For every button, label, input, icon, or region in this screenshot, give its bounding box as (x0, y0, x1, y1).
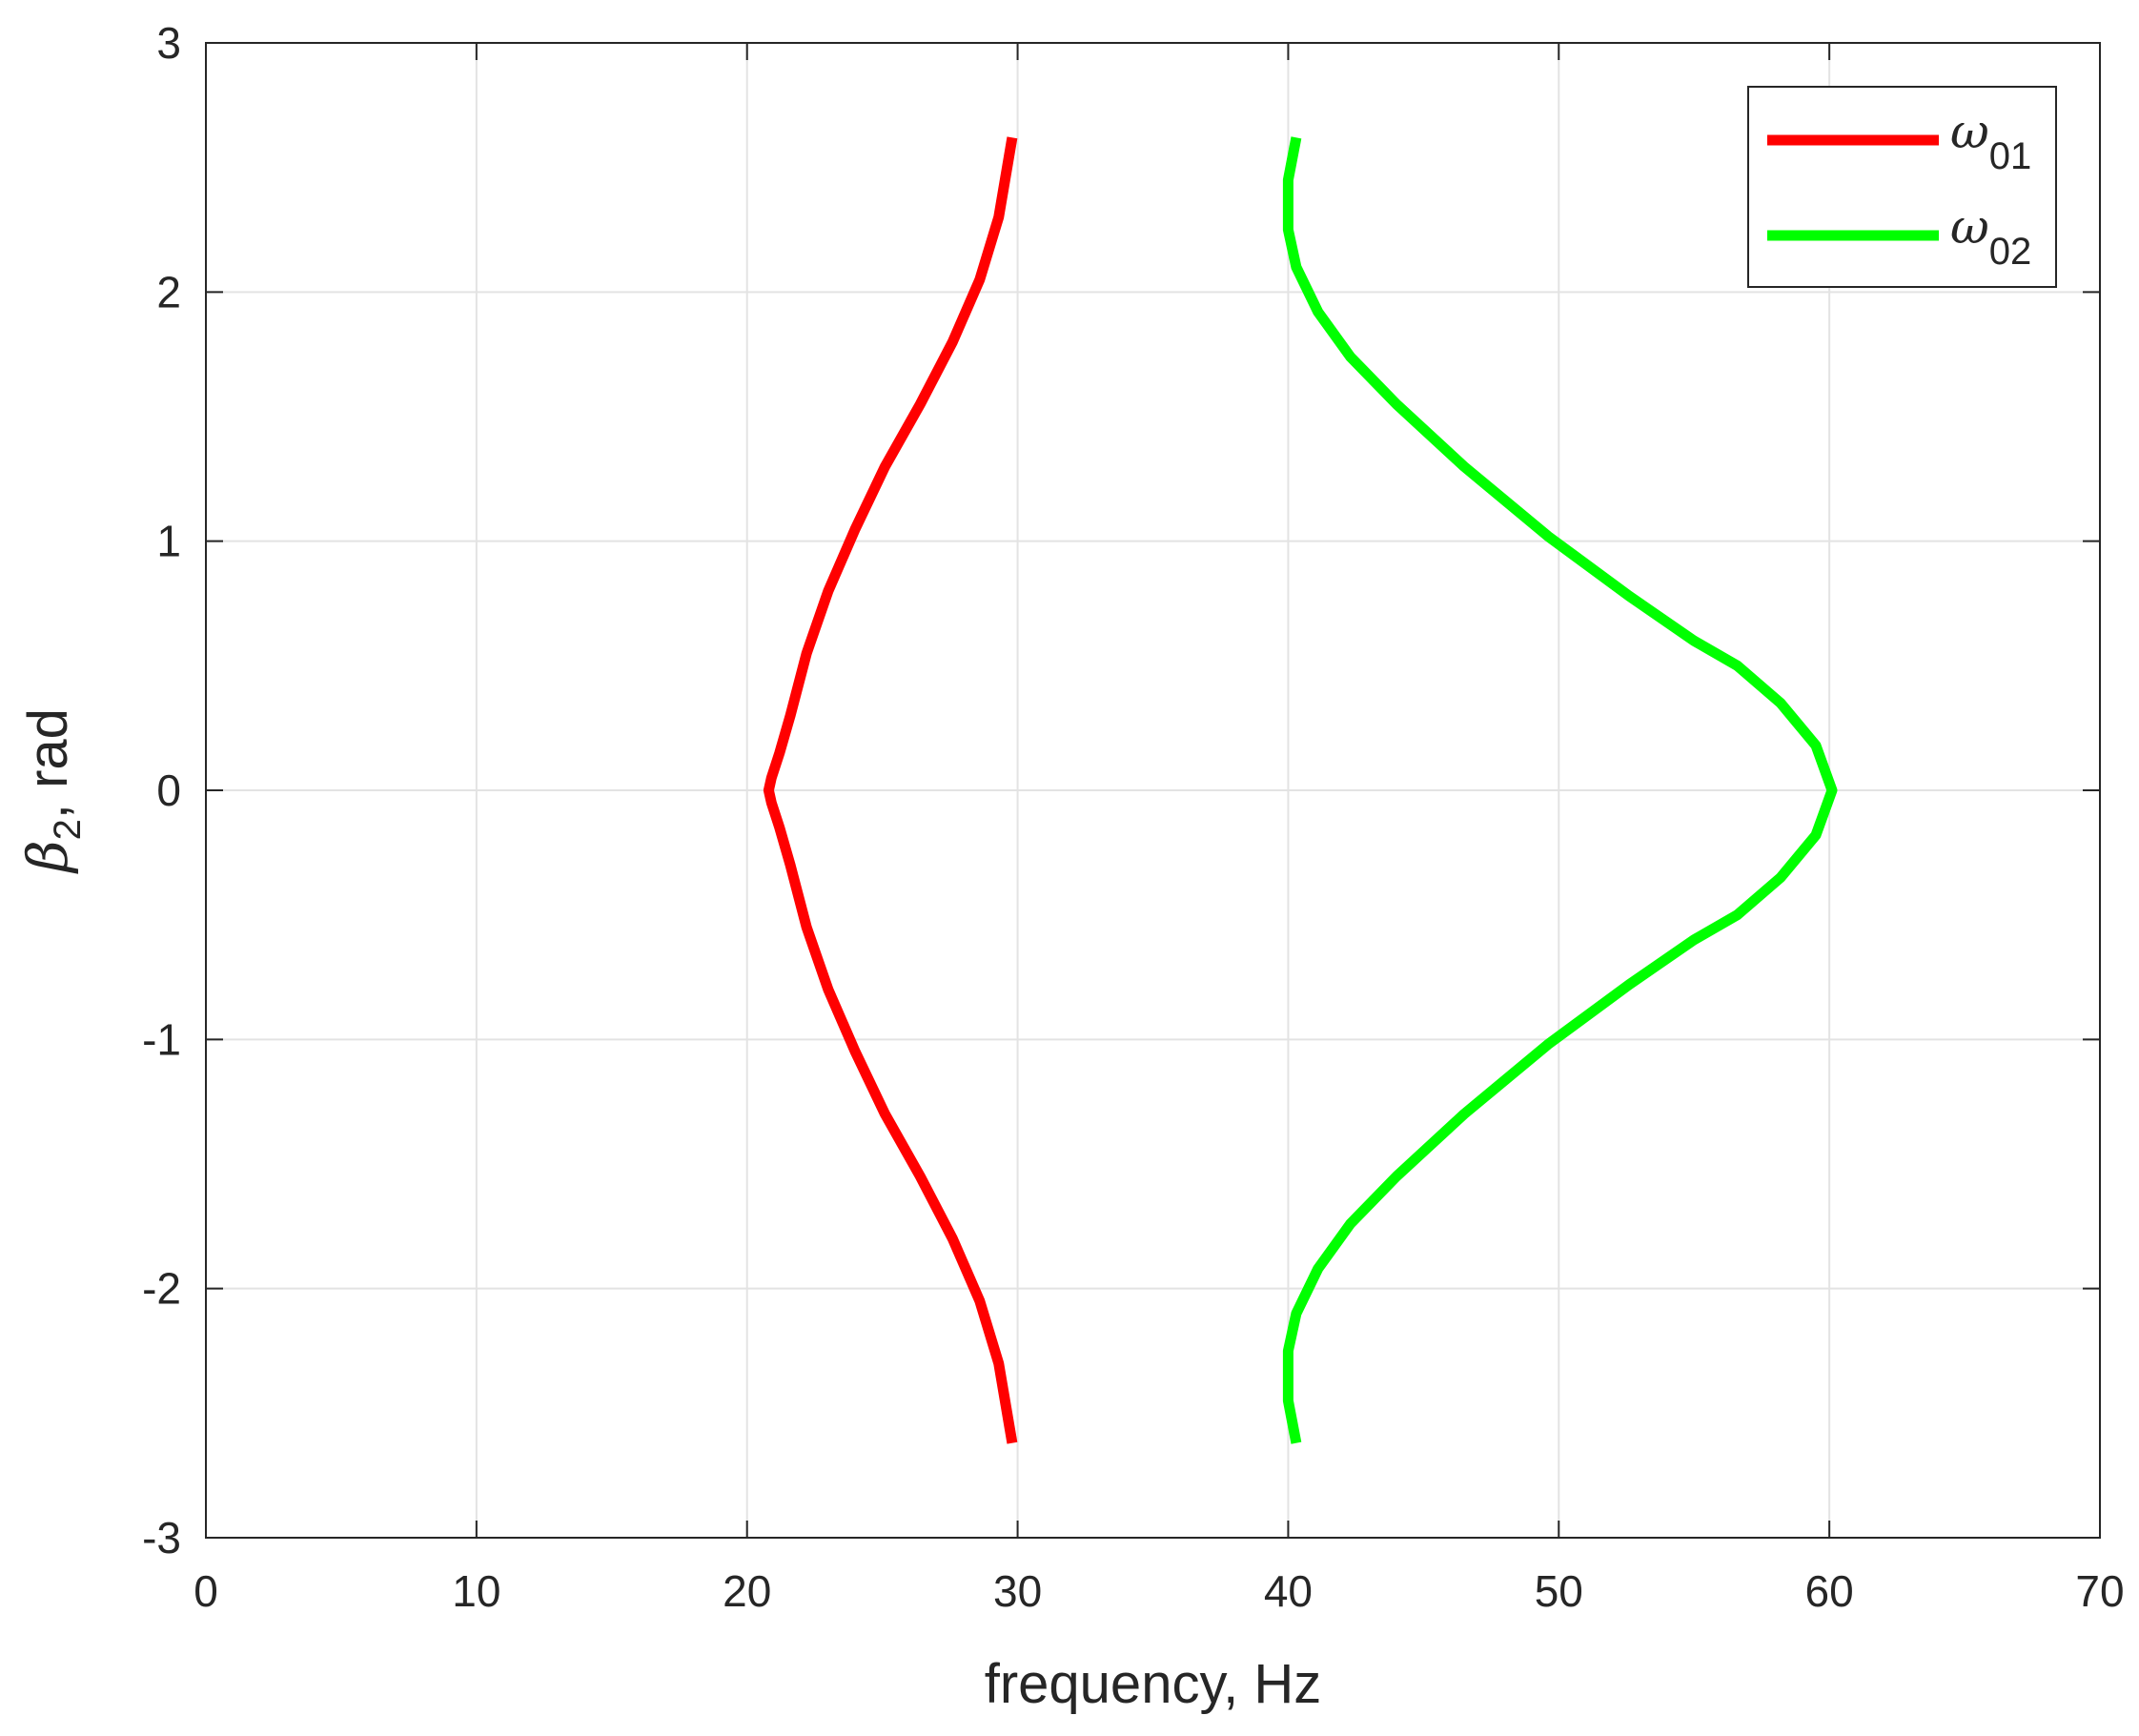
y-tick-label: 3 (156, 18, 181, 68)
legend-label-ω02: ω02 (1950, 199, 2031, 273)
grid (205, 42, 2101, 1539)
x-tick-label: 60 (1805, 1566, 1854, 1616)
y-tick-label: 0 (156, 766, 181, 815)
x-tick-label: 70 (2075, 1566, 2124, 1616)
y-tick-label: -1 (142, 1014, 181, 1064)
x-axis-title: frequency, Hz (985, 1653, 1322, 1715)
y-axis-symbol: β (15, 840, 80, 874)
legend-subscript: 01 (1989, 135, 2032, 177)
y-tick-label: 1 (156, 517, 181, 566)
y-tick-label: -2 (142, 1264, 181, 1314)
x-tick-labels: 0 10 20 30 40 50 60 70 (194, 1566, 2124, 1616)
legend-subscript: 02 (1989, 231, 2032, 273)
x-tick-label: 0 (194, 1566, 218, 1616)
legend-box (1747, 86, 2057, 288)
x-tick-label: 20 (723, 1566, 771, 1616)
legend-symbol: ω (1950, 199, 1989, 255)
legend-symbol: ω (1950, 104, 1989, 159)
y-tick-label: -3 (142, 1513, 181, 1562)
x-tick-label: 30 (993, 1566, 1042, 1616)
y-axis-subscript: 2 (47, 819, 89, 840)
y-axis-suffix: , rad (17, 708, 79, 819)
x-tick-label: 10 (452, 1566, 500, 1616)
x-tick-label: 50 (1535, 1566, 1583, 1616)
y-axis-title: β2, rad (15, 708, 89, 874)
series-line-ω01 (763, 136, 1018, 1444)
y-tick-labels: -3 -2 -1 0 1 2 3 (142, 18, 181, 1562)
y-tick-label: 2 (156, 267, 181, 317)
x-tick-label: 40 (1264, 1566, 1313, 1616)
ticks (205, 42, 2101, 1539)
series-line-ω02 (1282, 136, 1838, 1444)
series-lines (763, 136, 1838, 1444)
legend-label-ω01: ω01 (1950, 104, 2031, 177)
